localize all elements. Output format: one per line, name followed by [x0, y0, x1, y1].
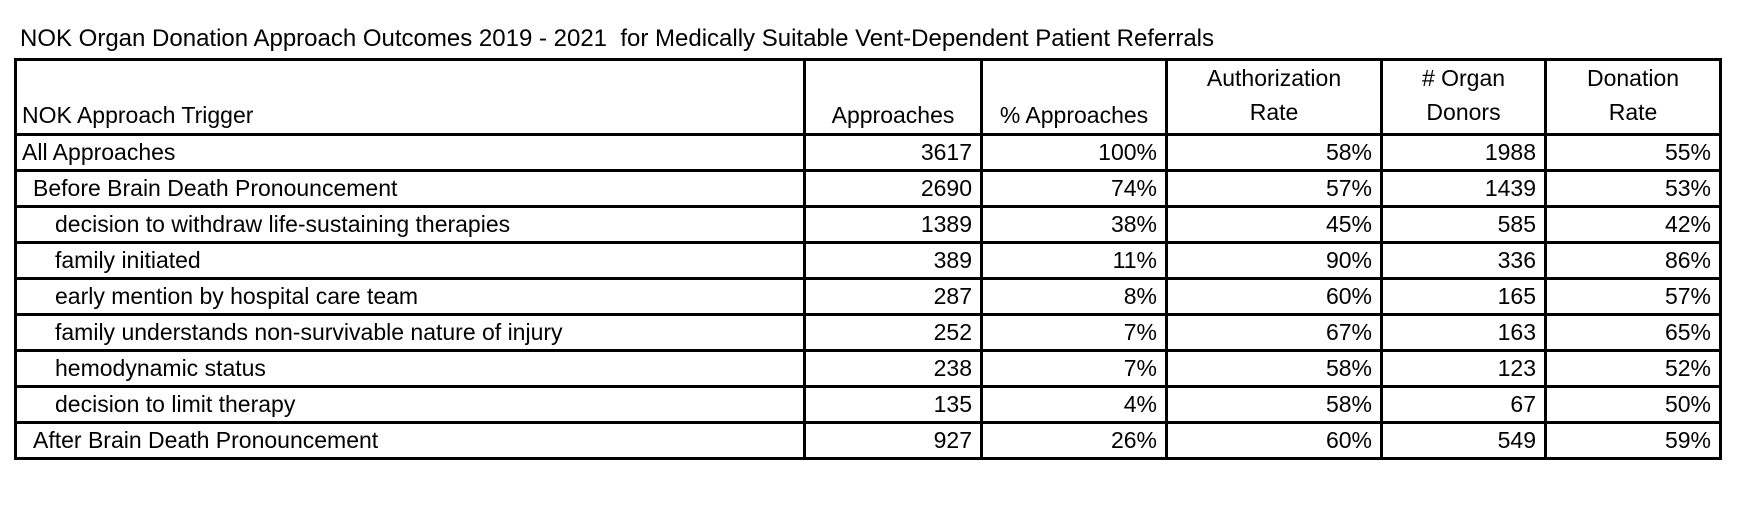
table-header-row: NOK Approach Trigger Approaches % Approa…	[14, 58, 1722, 136]
cell-donation-rate: 53%	[1544, 169, 1722, 208]
cell-authorization-rate: 90%	[1165, 241, 1383, 280]
cell-authorization-rate: 60%	[1165, 277, 1383, 316]
cell-trigger: All Approaches	[14, 133, 806, 172]
cell-donation-rate: 55%	[1544, 133, 1722, 172]
col-header-trigger: NOK Approach Trigger	[14, 58, 806, 136]
table-row: After Brain Death Pronouncement 927 26% …	[14, 421, 1722, 460]
cell-approaches: 238	[803, 349, 983, 388]
cell-authorization-rate: 58%	[1165, 385, 1383, 424]
cell-trigger: hemodynamic status	[14, 349, 806, 388]
cell-donation-rate: 65%	[1544, 313, 1722, 352]
cell-approaches: 1389	[803, 205, 983, 244]
table-row: hemodynamic status 238 7% 58% 123 52%	[14, 349, 1722, 388]
table-row: Before Brain Death Pronouncement 2690 74…	[14, 169, 1722, 208]
table-row: decision to limit therapy 135 4% 58% 67 …	[14, 385, 1722, 424]
cell-approaches: 389	[803, 241, 983, 280]
cell-organ-donors: 549	[1380, 421, 1547, 460]
cell-trigger: family understands non-survivable nature…	[14, 313, 806, 352]
cell-trigger: early mention by hospital care team	[14, 277, 806, 316]
cell-pct-approaches: 8%	[980, 277, 1168, 316]
cell-authorization-rate: 67%	[1165, 313, 1383, 352]
col-header-approaches: Approaches	[803, 58, 983, 136]
cell-organ-donors: 67	[1380, 385, 1547, 424]
cell-approaches: 252	[803, 313, 983, 352]
cell-donation-rate: 42%	[1544, 205, 1722, 244]
cell-authorization-rate: 60%	[1165, 421, 1383, 460]
cell-organ-donors: 165	[1380, 277, 1547, 316]
col-header-donation-rate: Donation Rate	[1544, 58, 1722, 136]
cell-organ-donors: 336	[1380, 241, 1547, 280]
outcomes-table: NOK Approach Trigger Approaches % Approa…	[14, 58, 1722, 460]
cell-trigger: After Brain Death Pronouncement	[14, 421, 806, 460]
page: NOK Organ Donation Approach Outcomes 201…	[0, 26, 1744, 529]
cell-approaches: 3617	[803, 133, 983, 172]
cell-organ-donors: 123	[1380, 349, 1547, 388]
cell-approaches: 287	[803, 277, 983, 316]
cell-authorization-rate: 58%	[1165, 349, 1383, 388]
cell-trigger: decision to limit therapy	[14, 385, 806, 424]
cell-authorization-rate: 57%	[1165, 169, 1383, 208]
cell-donation-rate: 50%	[1544, 385, 1722, 424]
col-header-authorization-rate-line1: Authorization	[1206, 65, 1342, 91]
cell-pct-approaches: 7%	[980, 349, 1168, 388]
cell-authorization-rate: 58%	[1165, 133, 1383, 172]
table-row: early mention by hospital care team 287 …	[14, 277, 1722, 316]
table-title: NOK Organ Donation Approach Outcomes 201…	[20, 25, 1215, 52]
cell-donation-rate: 57%	[1544, 277, 1722, 316]
col-header-authorization-rate-line2: Rate	[1249, 99, 1299, 125]
table-row: decision to withdraw life-sustaining the…	[14, 205, 1722, 244]
cell-organ-donors: 585	[1380, 205, 1547, 244]
col-header-pct-approaches: % Approaches	[980, 58, 1168, 136]
table-row: family understands non-survivable nature…	[14, 313, 1722, 352]
cell-donation-rate: 59%	[1544, 421, 1722, 460]
table-row: All Approaches 3617 100% 58% 1988 55%	[14, 133, 1722, 172]
cell-pct-approaches: 11%	[980, 241, 1168, 280]
cell-trigger: Before Brain Death Pronouncement	[14, 169, 806, 208]
cell-organ-donors: 1988	[1380, 133, 1547, 172]
cell-donation-rate: 86%	[1544, 241, 1722, 280]
cell-donation-rate: 52%	[1544, 349, 1722, 388]
cell-organ-donors: 1439	[1380, 169, 1547, 208]
col-header-organ-donors: # Organ Donors	[1380, 58, 1547, 136]
cell-approaches: 927	[803, 421, 983, 460]
col-header-organ-donors-line2: Donors	[1426, 99, 1501, 125]
col-header-authorization-rate: Authorization Rate	[1165, 58, 1383, 136]
cell-pct-approaches: 74%	[980, 169, 1168, 208]
cell-pct-approaches: 38%	[980, 205, 1168, 244]
cell-approaches: 2690	[803, 169, 983, 208]
table-row: family initiated 389 11% 90% 336 86%	[14, 241, 1722, 280]
cell-pct-approaches: 100%	[980, 133, 1168, 172]
cell-trigger: family initiated	[14, 241, 806, 280]
cell-organ-donors: 163	[1380, 313, 1547, 352]
col-header-donation-rate-line1: Donation	[1586, 65, 1680, 91]
col-header-donation-rate-line2: Rate	[1608, 99, 1658, 125]
cell-pct-approaches: 4%	[980, 385, 1168, 424]
cell-trigger: decision to withdraw life-sustaining the…	[14, 205, 806, 244]
cell-authorization-rate: 45%	[1165, 205, 1383, 244]
cell-pct-approaches: 7%	[980, 313, 1168, 352]
col-header-organ-donors-line1: # Organ	[1421, 65, 1506, 91]
cell-pct-approaches: 26%	[980, 421, 1168, 460]
cell-approaches: 135	[803, 385, 983, 424]
